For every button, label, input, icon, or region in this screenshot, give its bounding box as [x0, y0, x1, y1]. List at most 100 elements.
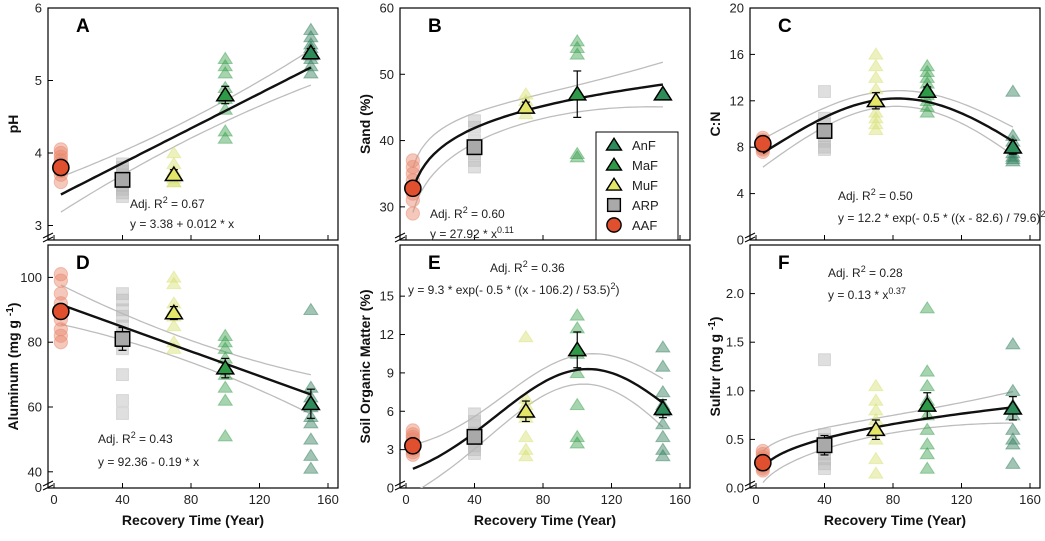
mean-marker-muf [866, 420, 886, 437]
x-tick-label: 0 [752, 492, 759, 507]
data-point-arp [468, 447, 481, 460]
data-point-maf [919, 364, 936, 377]
fit-line [412, 367, 664, 470]
y-tick-label: 50 [380, 67, 394, 82]
r2-sup: 2 [523, 259, 528, 269]
data-point-maf [217, 66, 234, 79]
data-point-maf [217, 341, 234, 354]
mean-marker-aaf [52, 302, 70, 321]
x-tick-label: 40 [467, 492, 481, 507]
r2-annotation: Adj. R2 = 0.60 [430, 205, 505, 221]
data-point-arp [818, 143, 831, 156]
fit-line [411, 83, 664, 191]
y-tick-label: 0 [737, 233, 744, 248]
mean-marker-aaf [754, 453, 772, 472]
axis-break-mark [394, 232, 406, 239]
data-point-anf [302, 22, 319, 35]
confidence-band [412, 353, 664, 446]
mean-marker-arp [114, 330, 131, 347]
y-break-tick-label: 0 [35, 480, 42, 495]
data-point-arp [116, 368, 129, 382]
mean-marker-aaf [404, 436, 422, 455]
legend-marker-anf [605, 136, 623, 151]
r2-annotation: Adj. R2 = 0.43 [98, 430, 173, 446]
y-tick-label: 80 [28, 335, 42, 350]
y-tick-label: 5 [35, 73, 42, 88]
data-point-arp [116, 293, 129, 307]
data-point-maf [919, 437, 936, 450]
data-point-maf [569, 320, 586, 334]
r2-value: = 0.50 [876, 189, 913, 203]
plot-frame [749, 7, 1041, 241]
confidence-band [762, 105, 1014, 168]
data-point-arp [116, 190, 129, 203]
data-point-aaf [405, 206, 421, 221]
mean-marker-muf [866, 91, 886, 108]
y-tick-label: 12 [730, 93, 744, 108]
y-axis-label: Aluminum (mg g -1) [5, 303, 21, 431]
data-point-muf [867, 122, 884, 136]
y-tick-label: 40 [380, 133, 394, 148]
data-point-muf [867, 393, 884, 406]
x-tick-label: 160 [669, 492, 691, 507]
data-point-maf [217, 328, 234, 341]
y-axis-units: (mg g [707, 330, 723, 376]
data-point-muf [867, 70, 884, 83]
data-point-maf [569, 429, 586, 443]
panel-f: 0.0 0.5 1.0 1.5 2.0 0 40 80 120 160 Recovery Time … [707, 244, 1041, 528]
y-tick-label: 4 [737, 186, 744, 201]
mean-marker-muf [164, 165, 184, 182]
confidence-band [60, 284, 312, 376]
data-point-aaf [53, 267, 68, 282]
mean-marker-arp [466, 139, 483, 156]
axis-break-mark [394, 484, 406, 491]
r2-annotation: Adj. R2 = 0.36 [490, 259, 565, 275]
axis-break-mark [42, 484, 54, 491]
data-point-anf [302, 415, 319, 429]
y-tick-label: 15 [380, 289, 394, 304]
panel-letter: F [778, 253, 790, 274]
data-point-maf [919, 64, 936, 78]
mean-marker-maf [215, 85, 236, 102]
data-point-anf [1004, 456, 1021, 469]
y-axis-label: pH [5, 115, 21, 134]
x-tick-label: 80 [184, 492, 198, 507]
x-tick-label: 0 [50, 492, 57, 507]
r2-value: = 0.67 [168, 197, 205, 211]
mean-marker-maf [567, 85, 588, 101]
mean-marker-anf [653, 399, 673, 416]
data-point-aaf [53, 328, 68, 343]
data-point-muf [867, 116, 884, 130]
data-point-muf [867, 110, 884, 124]
axis-break-mark [42, 236, 54, 243]
mean-marker-muf [516, 98, 536, 114]
data-point-aaf [405, 159, 421, 175]
y-axis-units-exp: -1 [707, 321, 718, 330]
data-point-maf [217, 131, 234, 144]
data-point-muf [867, 451, 884, 465]
x-tick-label: 160 [1019, 492, 1041, 507]
equation-exp: 2 [1040, 209, 1045, 219]
x-axis-label: Recovery Time (Year) [824, 512, 966, 528]
mean-marker-maf [567, 340, 588, 357]
data-point-anf [1004, 422, 1021, 435]
mean-marker-muf [164, 303, 184, 320]
data-point-maf [569, 397, 586, 411]
mean-marker-anf [301, 394, 321, 411]
r2-label: Adj. R [98, 432, 131, 446]
data-point-anf [654, 448, 671, 462]
x-tick-label: 40 [115, 492, 129, 507]
y-tick-label: 1.0 [726, 383, 744, 398]
data-point-aaf [53, 335, 68, 350]
y-axis-label: C:N [707, 112, 723, 137]
data-point-arp [468, 407, 481, 421]
fit-equation: y = 3.38 + 0.012 * x [130, 217, 234, 231]
data-point-arp [818, 462, 831, 476]
data-point-maf [217, 380, 234, 393]
fit-line [60, 303, 312, 396]
data-point-arp [116, 407, 129, 420]
y-tick-label: 8 [737, 140, 744, 155]
mean-marker-aaf [754, 134, 772, 153]
data-point-arp [116, 309, 129, 323]
data-point-arp [818, 140, 831, 154]
